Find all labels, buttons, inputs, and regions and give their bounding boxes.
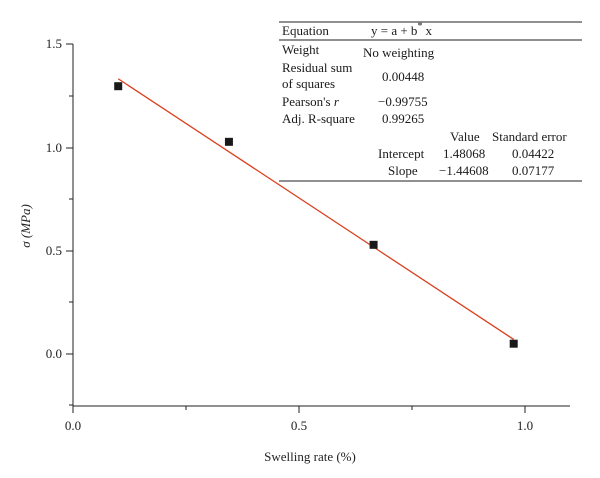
slope-error: 0.07177 [512,163,555,178]
slope-label: Slope [388,163,418,178]
equation-main: y = a + b [371,23,417,38]
error-column-header: Standard error [492,129,567,144]
x-tick-label-1: 0.5 [291,418,307,433]
data-point-0 [114,82,123,91]
marker-layer [114,82,518,348]
adj-r-square-label: Adj. R-square [282,111,355,126]
equation-superscript: * [417,21,422,32]
weight-label: Weight [282,42,320,57]
residual-label-line1: Residual sum [282,60,352,75]
residual-label-line2: of squares [282,76,335,91]
data-point-3 [509,339,518,348]
data-point-2 [369,240,378,249]
intercept-error: 0.04422 [512,146,554,161]
y-axis-title: σ (MPa) [18,204,33,248]
plot-area: 0.0 0.5 1.0 0.0 0.5 1.0 1.5 Swelling rat… [18,36,570,464]
equation-label: Equation [282,23,329,38]
y-tick-label-2: 1.0 [46,140,62,155]
pearson-label-text: Pearson's [282,94,334,109]
fit-layer [117,78,515,340]
intercept-value: 1.48068 [443,146,485,161]
y-tick-label-1: 0.5 [46,243,62,258]
value-column-header: Value [450,129,480,144]
x-axis-title: Swelling rate (%) [264,449,356,464]
x-tick-label-2: 1.0 [517,418,533,433]
fit-stats-table: Equation y = a + b* x Weight No weighting… [279,21,582,182]
pearson-label-r: r [334,94,340,109]
slope-value: −1.44608 [439,163,489,178]
equation-tail: x [425,23,432,38]
x-tick-label-0: 0.0 [65,418,81,433]
pearson-label: Pearson's r [282,94,340,109]
equation-value: y = a + b* x [371,21,432,38]
data-point-1 [224,137,233,146]
weight-value: No weighting [363,45,435,60]
y-tick-label-3: 1.5 [46,36,62,51]
pearson-value: −0.99755 [378,94,428,109]
residual-value: 0.00448 [382,69,424,84]
linear-fit-line [117,78,515,340]
y-tick-label-0: 0.0 [46,346,62,361]
adj-r-square-value: 0.99265 [382,111,424,126]
intercept-label: Intercept [378,146,425,161]
